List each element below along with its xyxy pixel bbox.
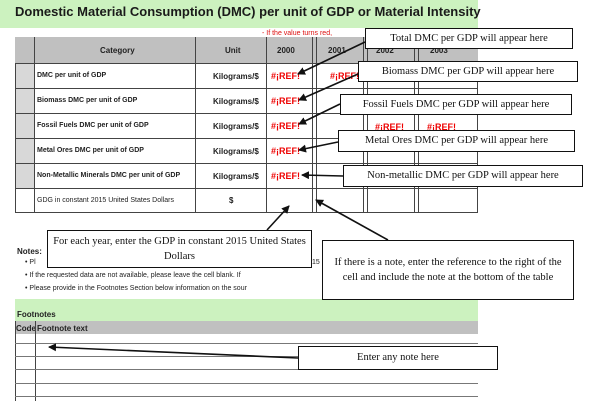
arrow-footnote <box>48 343 299 359</box>
value-metal-2000[interactable]: #¡REF! <box>271 146 300 156</box>
unit-metal: Kilograms/$ <box>213 147 259 156</box>
grid-line <box>367 37 368 213</box>
value-nonmetallic-2000[interactable]: #¡REF! <box>271 171 300 181</box>
note-item: • Please provide in the Footnotes Sectio… <box>25 285 247 292</box>
header-unit: Unit <box>225 46 241 55</box>
grid-line <box>266 37 267 213</box>
sheet-title: Domestic Material Consumption (DMC) per … <box>15 4 481 19</box>
category-dmc: DMC per unit of GDP <box>37 72 107 79</box>
grid-line <box>414 37 415 213</box>
arrow-note-ref <box>315 199 389 241</box>
row-marker <box>16 64 34 88</box>
arrow-biomass <box>298 73 359 101</box>
category-nonmetallic: Non-Metallic Minerals DMC per unit of GD… <box>37 172 181 179</box>
row-marker <box>16 114 34 138</box>
grid-line <box>35 321 36 401</box>
title-bar <box>0 0 478 28</box>
grid-line <box>15 113 478 114</box>
grid-line <box>418 37 419 213</box>
value-fossil-2003[interactable]: #¡REF! <box>427 122 456 132</box>
grid-line <box>312 37 313 213</box>
category-biomass: Biomass DMC per unit of GDP <box>37 97 138 104</box>
value-fossil-2000[interactable]: #¡REF! <box>271 121 300 131</box>
category-gdp: GDG in constant 2015 United States Dolla… <box>37 197 174 204</box>
arrow-metal <box>298 141 339 153</box>
arrow-fossil <box>298 103 341 125</box>
category-metal: Metal Ores DMC per unit of GDP <box>37 147 144 154</box>
unit-fossil: Kilograms/$ <box>213 122 259 131</box>
header-year-2002: 2002 <box>376 46 394 55</box>
footnote-row[interactable] <box>15 383 478 384</box>
callout-footnote: Enter any note here <box>298 346 498 370</box>
callout-total: Total DMC per GDP will appear here <box>365 28 573 49</box>
note-item: • If the requested data are not availabl… <box>25 272 241 279</box>
footnote-row[interactable] <box>15 369 478 370</box>
arrow-total <box>297 41 366 75</box>
header-category: Category <box>100 46 135 55</box>
grid-line <box>363 37 364 213</box>
red-instruction: - If the value turns red, <box>262 30 333 37</box>
unit-biomass: Kilograms/$ <box>213 97 259 106</box>
grid-line <box>15 138 478 139</box>
callout-fossil: Fossil Fuels DMC per GDP will appear her… <box>340 94 572 115</box>
callout-biomass: Biomass DMC per GDP will appear here <box>358 61 578 82</box>
footnotes-header-code: Code <box>16 324 36 333</box>
footnotes-bar <box>15 299 478 321</box>
callout-nonmetallic: Non-metallic DMC per GDP will appear her… <box>343 165 583 187</box>
unit-dmc: Kilograms/$ <box>213 72 259 81</box>
callout-metal: Metal Ores DMC per GDP will appear here <box>338 130 575 152</box>
footnotes-header-row <box>15 321 478 334</box>
arrow-nonmetallic <box>301 171 344 180</box>
note-fragment: 15 <box>312 259 320 266</box>
category-fossil: Fossil Fuels DMC per unit of GDP <box>37 122 149 129</box>
header-year-2003: 2003 <box>430 46 448 55</box>
grid-line <box>15 88 478 89</box>
note-item: • Pl <box>25 259 36 266</box>
callout-gdp: For each year, enter the GDP in constant… <box>47 230 312 268</box>
header-year-2000: 2000 <box>277 46 295 55</box>
callout-note-ref: If there is a note, enter the reference … <box>322 240 574 300</box>
value-dmc-2001[interactable]: #¡REF! <box>330 71 359 81</box>
footnote-row[interactable] <box>15 343 478 344</box>
header-year-2001: 2001 <box>328 46 346 55</box>
unit-nonmetallic: Kilograms/$ <box>213 172 259 181</box>
notes-label: Notes: <box>17 247 42 256</box>
footnotes-label: Footnotes <box>17 310 56 319</box>
row-marker <box>16 139 34 163</box>
grid-line <box>15 163 478 164</box>
grid-line <box>34 37 35 213</box>
value-dmc-2000[interactable]: #¡REF! <box>271 71 300 81</box>
footnotes-header-text: Footnote text <box>37 324 88 333</box>
row-marker <box>16 89 34 113</box>
grid-line <box>195 37 196 213</box>
grid-line <box>316 37 317 213</box>
grid-line <box>15 321 16 401</box>
row-marker <box>16 164 34 188</box>
arrow-gdp <box>266 205 290 231</box>
value-biomass-2000[interactable]: #¡REF! <box>271 96 300 106</box>
grid-line <box>15 188 478 189</box>
value-fossil-2002[interactable]: #¡REF! <box>375 122 404 132</box>
unit-gdp: $ <box>229 196 234 205</box>
footnote-row[interactable] <box>15 396 478 397</box>
